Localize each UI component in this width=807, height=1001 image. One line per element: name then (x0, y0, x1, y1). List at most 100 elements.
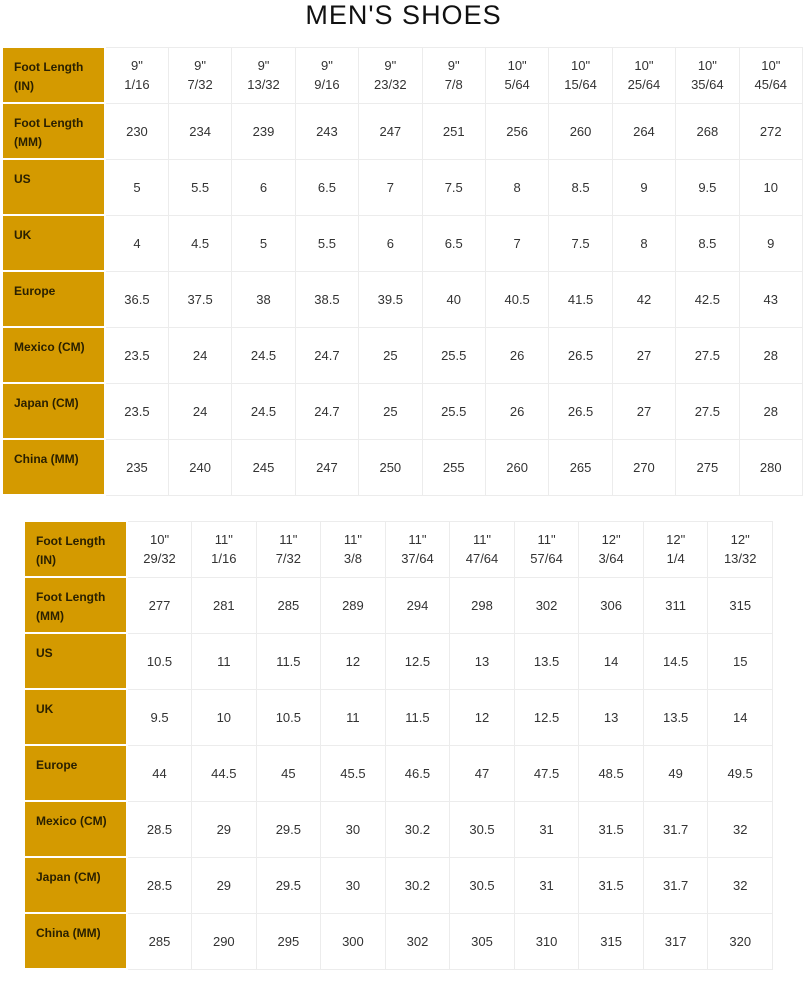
size-cell: 24.5 (231, 326, 296, 384)
size-cell: 247 (294, 438, 360, 496)
table-row: Foot Length (IN) 10" 29/32 11" 1/16 11" 7/3… (25, 520, 773, 578)
size-cell: 26.5 (548, 382, 613, 440)
size-cell: 302 (513, 576, 580, 634)
size-cell: 317 (642, 912, 709, 970)
size-cell: 27 (611, 326, 677, 384)
size-cell: 29.5 (255, 800, 322, 858)
size-cell: 300 (320, 912, 386, 970)
size-cell: 275 (675, 438, 740, 496)
size-cell: 45.5 (320, 744, 386, 802)
size-cell: 272 (738, 102, 804, 160)
size-cell: 13 (578, 688, 644, 746)
size-cell: 25 (358, 382, 423, 440)
size-cell: 10 (191, 688, 257, 746)
size-cell: 8 (611, 214, 677, 272)
table-row: Foot Length (MM) 277 281 285 289 294 298 302 306… (25, 576, 773, 634)
size-cell: 31.7 (642, 800, 709, 858)
size-cell: 295 (255, 912, 322, 970)
size-cell: 302 (384, 912, 451, 970)
size-cell: 28.5 (126, 856, 193, 914)
table-row: Mexico (CM) 28.5 29 29.5 30 30.2 30.5 31 31.5 31.… (25, 800, 773, 858)
size-cell: 26 (484, 326, 550, 384)
size-cell: 45 (255, 744, 322, 802)
size-cell: 43 (738, 270, 804, 328)
size-cell: 40.5 (484, 270, 550, 328)
row-label: UK (25, 688, 128, 746)
size-cell: 12" 1/4 (642, 520, 709, 578)
size-cell: 9 (738, 214, 804, 272)
size-cell: 49 (642, 744, 709, 802)
size-cell: 42.5 (675, 270, 740, 328)
table-row: Japan (CM) 28.5 29 29.5 30 30.2 30.5 31 31.5 31.7… (25, 856, 773, 914)
size-cell: 285 (126, 912, 193, 970)
size-cell: 36.5 (104, 270, 169, 328)
size-cell: 11" 47/64 (449, 520, 515, 578)
size-cell: 9" 1/16 (104, 46, 169, 104)
size-cell: 9 (611, 158, 677, 216)
size-cell: 265 (548, 438, 613, 496)
size-cell: 9" 7/32 (167, 46, 233, 104)
size-cell: 270 (611, 438, 677, 496)
size-cell: 251 (421, 102, 486, 160)
row-label: UK (3, 214, 106, 272)
size-cell: 28.5 (126, 800, 193, 858)
size-cell: 315 (707, 576, 773, 634)
size-cell: 12" 3/64 (578, 520, 644, 578)
size-cell: 8 (484, 158, 550, 216)
size-cell: 311 (642, 576, 709, 634)
size-cell: 10" 45/64 (738, 46, 804, 104)
size-cell: 11.5 (384, 688, 451, 746)
size-cell: 25 (358, 326, 423, 384)
size-table-2: Foot Length (IN) 10" 29/32 11" 1/16 11" 7/3… (25, 520, 773, 970)
size-cell: 306 (578, 576, 644, 634)
row-label: Europe (3, 270, 106, 328)
size-cell: 30.5 (449, 856, 515, 914)
size-cell: 6 (231, 158, 296, 216)
size-cell: 5 (104, 158, 169, 216)
size-cell: 44 (126, 744, 193, 802)
size-cell: 11" 3/8 (320, 520, 386, 578)
size-cell: 9" 13/32 (231, 46, 296, 104)
table-row: Japan (CM) 23.5 24 24.5 24.7 25 25.5 26 26.5 27 27… (3, 382, 804, 440)
size-cell: 47.5 (513, 744, 580, 802)
size-cell: 25.5 (421, 326, 486, 384)
size-cell: 280 (738, 438, 804, 496)
table-row: US 10.5 11 11.5 12 12.5 13 13.5 14 14.5 15 (25, 632, 773, 690)
size-cell: 240 (167, 438, 233, 496)
size-cell: 5.5 (167, 158, 233, 216)
size-cell: 30 (320, 800, 386, 858)
size-cell: 29 (191, 800, 257, 858)
size-cell: 30.2 (384, 800, 451, 858)
size-cell: 38 (231, 270, 296, 328)
size-cell: 239 (231, 102, 296, 160)
size-cell: 39.5 (358, 270, 423, 328)
size-cell: 4.5 (167, 214, 233, 272)
size-cell: 281 (191, 576, 257, 634)
size-cell: 6.5 (294, 158, 360, 216)
size-cell: 230 (104, 102, 169, 160)
size-cell: 256 (484, 102, 550, 160)
page-title: MEN'S SHOES (305, 0, 502, 30)
size-cell: 24.7 (294, 326, 360, 384)
size-cell: 23.5 (104, 326, 169, 384)
size-cell: 12.5 (384, 632, 451, 690)
size-cell: 10" 35/64 (675, 46, 740, 104)
size-cell: 24 (167, 382, 233, 440)
size-cell: 4 (104, 214, 169, 272)
size-cell: 264 (611, 102, 677, 160)
size-cell: 32 (707, 856, 773, 914)
row-label: US (25, 632, 128, 690)
row-label: Mexico (CM) (25, 800, 128, 858)
size-cell: 10" 5/64 (484, 46, 550, 104)
table-row: Europe 44 44.5 45 45.5 46.5 47 47.5 48.5 49 49.5 (25, 744, 773, 802)
size-cell: 260 (484, 438, 550, 496)
size-cell: 11" 1/16 (191, 520, 257, 578)
size-cell: 243 (294, 102, 360, 160)
size-cell: 277 (126, 576, 193, 634)
size-cell: 11" 57/64 (513, 520, 580, 578)
size-cell: 30.5 (449, 800, 515, 858)
size-cell: 11 (320, 688, 386, 746)
size-cell: 289 (320, 576, 386, 634)
size-cell: 31.5 (578, 800, 644, 858)
size-cell: 320 (707, 912, 773, 970)
